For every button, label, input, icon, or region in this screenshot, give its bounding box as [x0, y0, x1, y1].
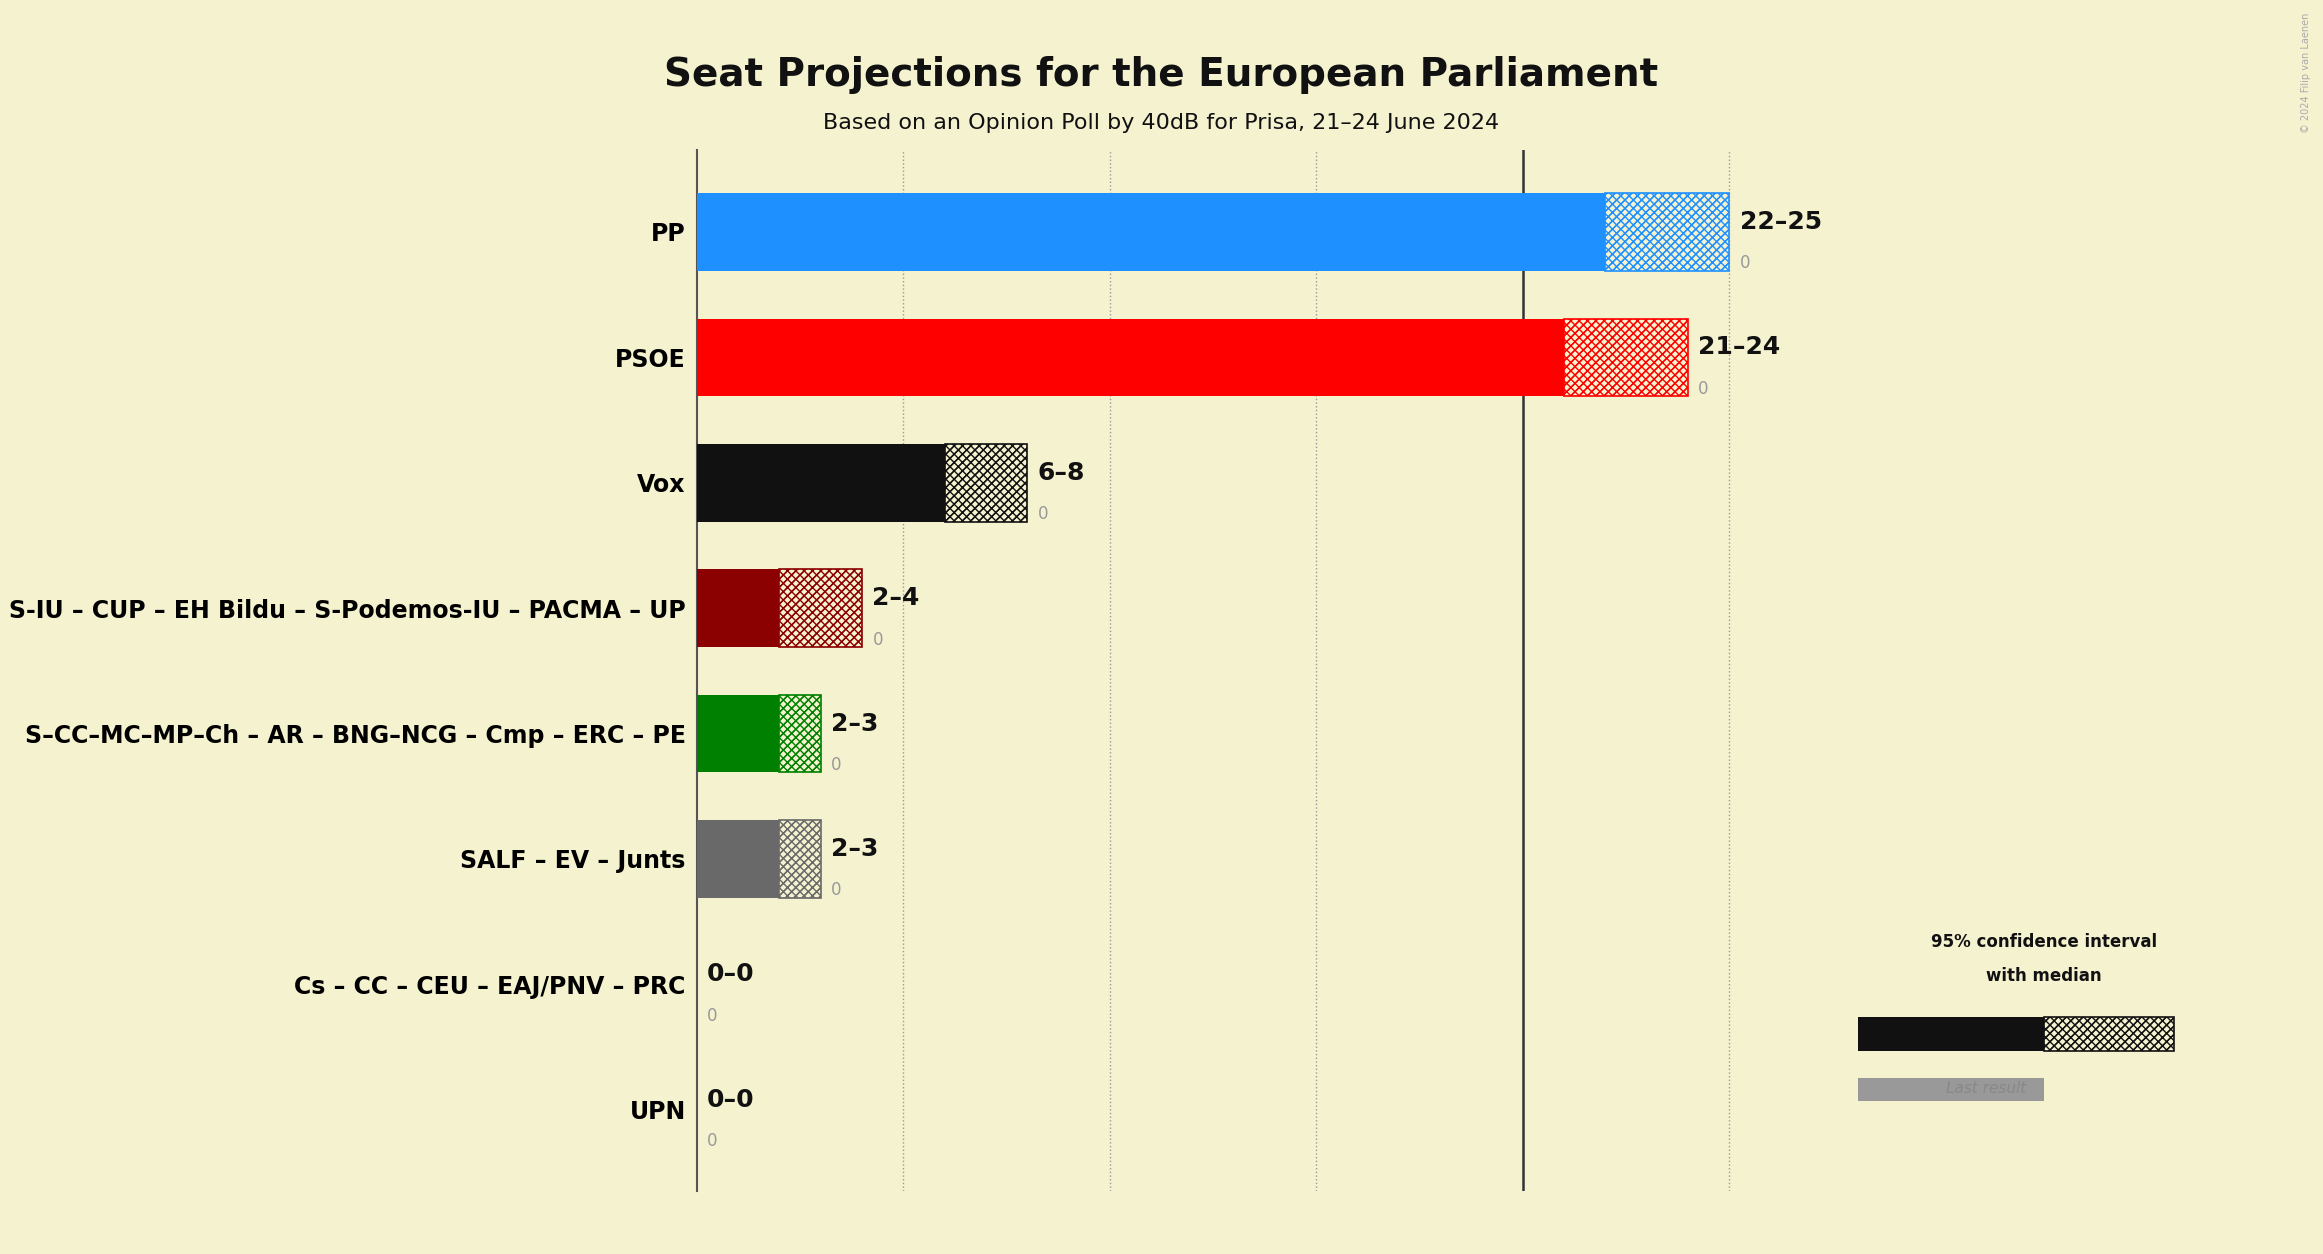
- Text: with median: with median: [1986, 967, 2102, 984]
- Text: 21–24: 21–24: [1698, 335, 1782, 360]
- Bar: [781, 820, 820, 898]
- Text: 0–0: 0–0: [706, 962, 755, 987]
- Text: 2–3: 2–3: [832, 836, 878, 861]
- Bar: [1563, 319, 1689, 396]
- Bar: [1605, 193, 1728, 271]
- Text: 0: 0: [832, 882, 841, 899]
- Text: 0–0: 0–0: [706, 1087, 755, 1112]
- Bar: [697, 569, 781, 647]
- Text: 2–4: 2–4: [873, 586, 920, 611]
- Bar: [2044, 1017, 2174, 1051]
- Bar: [1858, 1017, 2044, 1051]
- Bar: [697, 319, 1563, 396]
- Text: 0: 0: [1698, 380, 1710, 398]
- Text: 0: 0: [1038, 505, 1048, 523]
- Text: 0: 0: [1740, 255, 1749, 272]
- Bar: [1563, 319, 1689, 396]
- Bar: [1563, 319, 1689, 396]
- Bar: [697, 695, 781, 772]
- Bar: [697, 193, 1605, 271]
- Bar: [781, 569, 862, 647]
- Bar: [2044, 1017, 2174, 1051]
- Text: Last result: Last result: [1947, 1081, 2026, 1096]
- Bar: [781, 820, 820, 898]
- Bar: [781, 695, 820, 772]
- Text: 0: 0: [706, 1132, 718, 1150]
- Text: 0: 0: [706, 1007, 718, 1025]
- Bar: [945, 444, 1027, 522]
- Text: Based on an Opinion Poll by 40dB for Prisa, 21–24 June 2024: Based on an Opinion Poll by 40dB for Pri…: [822, 113, 1501, 133]
- Bar: [945, 444, 1027, 522]
- Bar: [781, 695, 820, 772]
- Bar: [781, 569, 862, 647]
- Text: 95% confidence interval: 95% confidence interval: [1930, 933, 2158, 951]
- Bar: [781, 695, 820, 772]
- Bar: [1605, 193, 1728, 271]
- Text: 0: 0: [832, 756, 841, 774]
- Text: © 2024 Filip van Laenen: © 2024 Filip van Laenen: [2302, 13, 2311, 133]
- Text: Seat Projections for the European Parliament: Seat Projections for the European Parlia…: [664, 56, 1659, 94]
- Text: 2–3: 2–3: [832, 711, 878, 736]
- Bar: [1858, 1078, 2044, 1101]
- Bar: [1605, 193, 1728, 271]
- Bar: [781, 820, 820, 898]
- Bar: [697, 820, 781, 898]
- Text: 6–8: 6–8: [1038, 460, 1085, 485]
- Text: 22–25: 22–25: [1740, 209, 1821, 234]
- Bar: [945, 444, 1027, 522]
- Text: 0: 0: [873, 631, 883, 648]
- Bar: [781, 569, 862, 647]
- Bar: [697, 444, 945, 522]
